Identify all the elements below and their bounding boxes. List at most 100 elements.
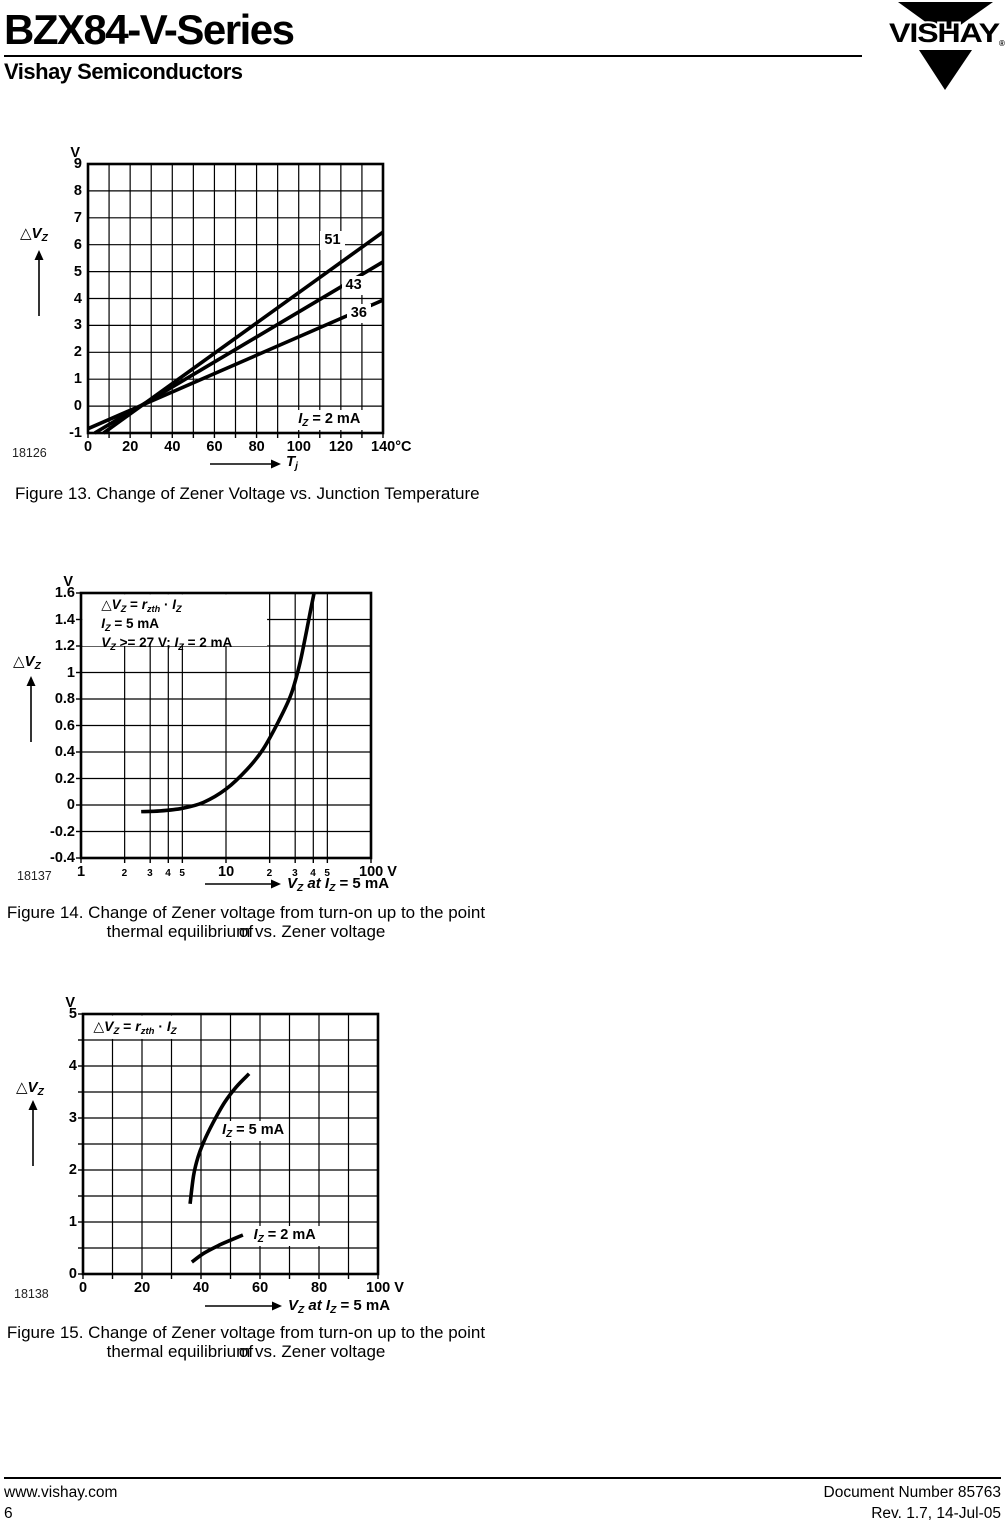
annotation-line: IZ = 5 mA: [101, 616, 160, 633]
x-tick-label: 3: [147, 868, 153, 879]
y-tick-label: -0.4: [50, 850, 75, 866]
right-arrow-icon: [205, 1301, 282, 1311]
y-tick-label: 1.4: [54, 611, 75, 628]
plot-border: [81, 1012, 380, 1276]
footer-page-number: 6: [4, 1505, 13, 1522]
logo-registered-mark: ®: [999, 39, 1005, 48]
x-tick-label: 20: [122, 439, 139, 455]
plot-area: [86, 162, 385, 438]
y-tick-label: 0.2: [54, 770, 75, 787]
annotation-text: △VZ = rzth · IZ IZ = 5 mA VZ >= 27 V; IZ =…: [101, 596, 232, 653]
series-curve: [190, 1233, 244, 1264]
logo-wordmark: VISHAY: [889, 18, 1000, 48]
y-tick-label: 1.6: [54, 585, 75, 601]
y-tick-label: 1.2: [54, 638, 75, 654]
y-axis-unit: V: [65, 995, 75, 1011]
y-tick-label: 5: [68, 1006, 77, 1022]
footer-document-number: Document Number 85763: [823, 1484, 1002, 1501]
x-tick-label: 60: [252, 1280, 269, 1296]
series-curve: [188, 1072, 251, 1205]
right-arrow-icon: [210, 459, 281, 469]
x-axis-label: VZ at IZ = 5 mA: [287, 875, 390, 894]
x-tick-label: 120: [328, 439, 354, 455]
y-tick-label: 8: [73, 182, 82, 199]
y-tick-label: 3: [73, 317, 82, 334]
annotation-line: VZ >= 27 V; IZ = 2 mA: [101, 635, 233, 652]
x-tick-label: 40: [164, 439, 181, 455]
up-arrow-icon: [34, 250, 44, 316]
y-tick-label: 9: [73, 156, 82, 172]
up-arrow-icon: [26, 676, 36, 742]
x-tick-label: 100: [286, 439, 311, 455]
logo-top-triangle: [898, 2, 993, 36]
y-tick-label: 1: [66, 664, 75, 681]
y-tick-label: 1: [68, 1214, 77, 1230]
plot-border: [79, 591, 373, 860]
x-tick-label: 100 V: [359, 864, 397, 880]
plot-area: [78, 1012, 380, 1279]
y-axis-unit: V: [63, 574, 73, 590]
annotation-box: [84, 1015, 200, 1039]
x-axis-label: Tj: [286, 453, 299, 472]
figure-caption-line1: Figure 15. Change of Zener voltage from …: [6, 1323, 486, 1361]
x-tick-label: 80: [248, 439, 265, 455]
y-axis-label: △VZ: [16, 1079, 44, 1098]
y-tick-label: 0: [73, 398, 82, 415]
y-tick-label: 7: [73, 209, 82, 226]
footer-revision: Rev. 1.7, 14-Jul-05: [871, 1505, 1001, 1522]
figure-caption-line1: Figure 14. Change of Zener voltage from …: [6, 903, 486, 941]
footer-rule: [4, 1477, 1001, 1479]
x-tick-label: 80: [311, 1280, 328, 1296]
right-arrow-icon: [205, 879, 281, 889]
x-tick-label: 140°C: [371, 439, 412, 455]
vishay-logo-icon: VISHAY ®: [887, 2, 1005, 90]
curve-label: IZ = 2 mA: [294, 410, 365, 431]
annotation-text: △VZ = rzth · IZ: [93, 1018, 176, 1037]
curve-label: IZ = 5 mA: [218, 1121, 289, 1141]
y-tick-label: 0: [66, 797, 75, 813]
footer-website: www.vishay.com: [4, 1484, 118, 1501]
x-tick-label: 40: [193, 1280, 210, 1296]
x-tick-label: 100 V: [366, 1280, 404, 1296]
x-tick-label: 20: [134, 1280, 151, 1296]
figure-caption-line2: thermal equilibrium vs. Zener voltage: [106, 1342, 386, 1361]
y-tick-label: 3: [68, 1110, 77, 1126]
y-tick-label: 4: [73, 290, 82, 307]
series-curve: [141, 592, 316, 814]
curve-label: 36: [346, 304, 371, 324]
y-tick-label: 1: [73, 371, 82, 388]
x-tick-label: 1: [77, 864, 86, 880]
plot-border: [86, 162, 385, 435]
y-axis-label: △VZ: [20, 225, 48, 244]
y-tick-label: 6: [73, 236, 82, 253]
y-tick-label: 4: [68, 1058, 77, 1074]
y-tick-label: 0.6: [54, 717, 75, 734]
x-tick-label: 2: [121, 868, 128, 879]
x-tick-label: 4: [165, 868, 171, 879]
y-axis-unit: V: [70, 145, 80, 161]
annotation-line: △VZ = rzth · IZ: [93, 1018, 177, 1037]
up-arrow-icon: [28, 1100, 38, 1166]
x-tick-label: 5: [179, 868, 185, 879]
y-tick-label: -0.2: [50, 823, 75, 840]
y-tick-label: 0: [68, 1266, 77, 1282]
figure-caption-line2: thermal equilibrium vs. Zener voltage: [106, 922, 386, 941]
x-tick-label: 4: [310, 868, 316, 879]
annotation-line: △VZ = rzth · IZ: [101, 597, 182, 614]
y-tick-label: -1: [69, 425, 82, 441]
y-tick-label: 2: [68, 1162, 77, 1178]
y-tick-label: 5: [73, 263, 82, 280]
page-subtitle: Vishay Semiconductors: [4, 59, 243, 84]
plot-area: [76, 591, 373, 863]
y-tick-label: 2: [73, 344, 82, 361]
x-tick-label: 10: [218, 864, 235, 880]
figure-number: 18126: [12, 446, 47, 460]
page-title: BZX84-V-Series: [4, 6, 295, 53]
curve-label: 51: [320, 231, 345, 251]
x-tick-label: 5: [324, 868, 330, 879]
curve-label: IZ = 2 mA: [249, 1226, 320, 1247]
